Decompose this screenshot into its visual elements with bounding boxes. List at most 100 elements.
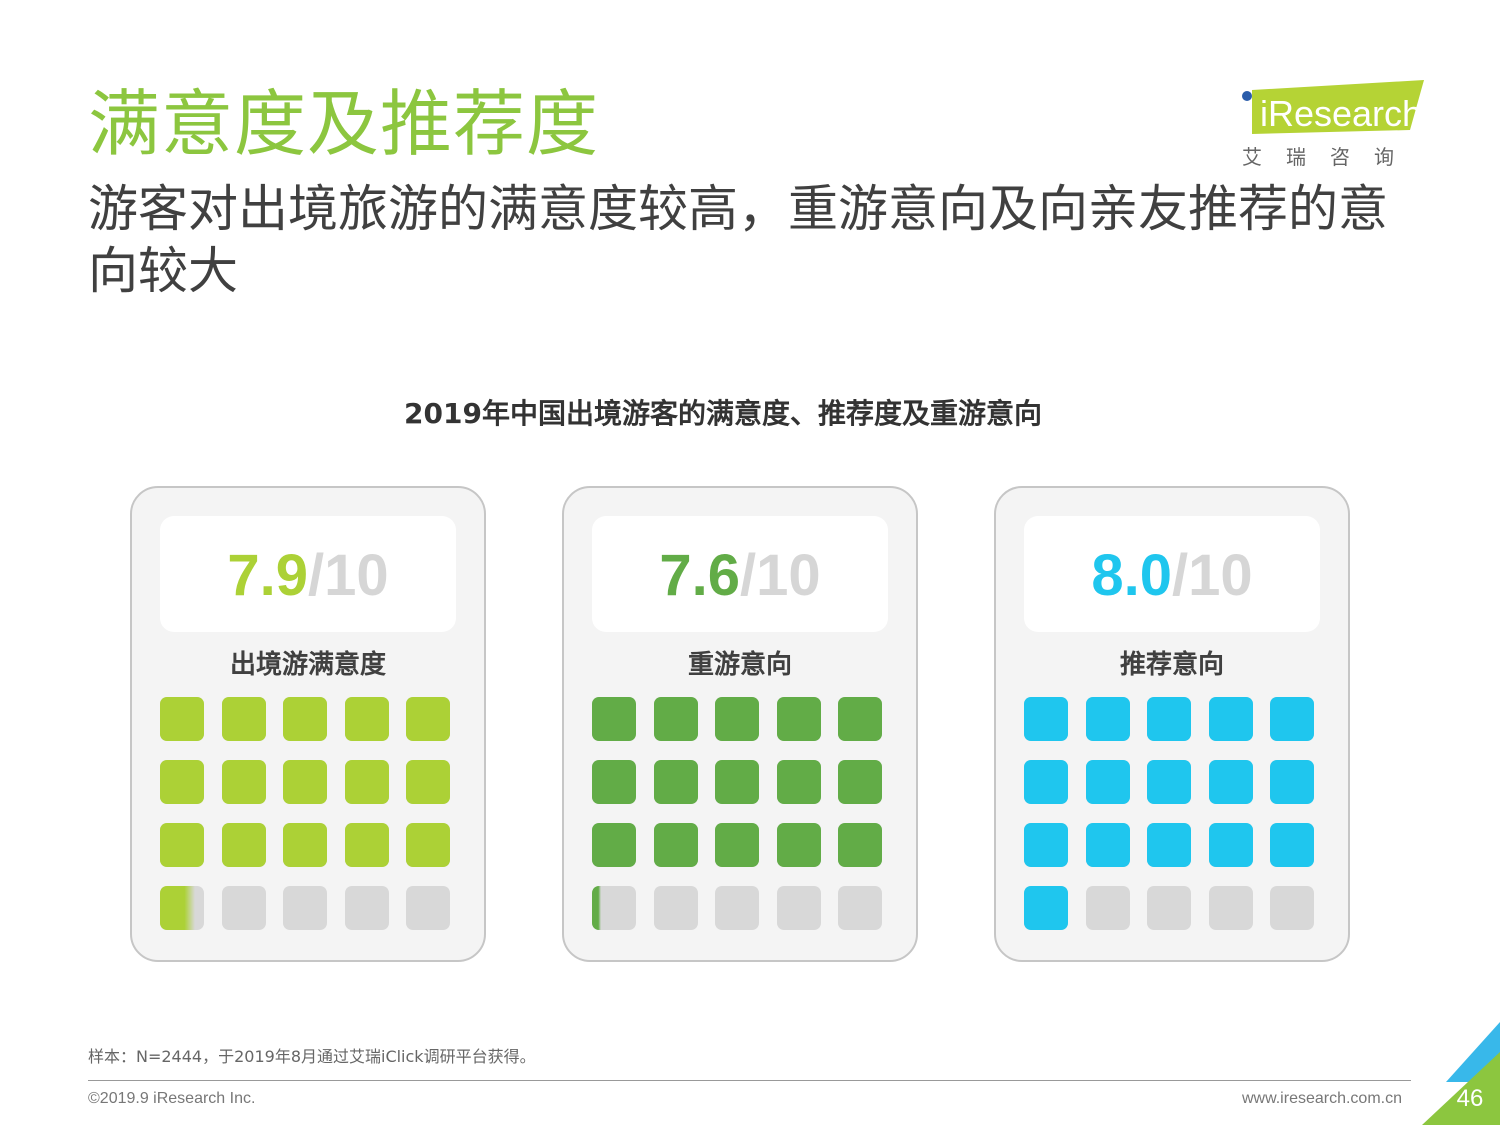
copyright: ©2019.9 iResearch Inc.: [88, 1090, 256, 1107]
waffle-cell: [1270, 823, 1314, 867]
waffle-cell-fill: [344, 760, 389, 804]
waffle-cell: [838, 697, 882, 741]
waffle-cell-fill: [592, 886, 601, 930]
waffle-cell: [1208, 823, 1253, 867]
footer-divider: [88, 1080, 1411, 1081]
waffle-cell-fill: [1270, 697, 1314, 741]
waffle-cell: [283, 823, 327, 867]
waffle-grid: [592, 697, 892, 937]
waffle-cell-fill: [715, 760, 759, 804]
waffle-cell-fill: [406, 697, 450, 741]
waffle-cell: [406, 886, 450, 930]
waffle-cell: [1085, 760, 1130, 804]
iresearch-logo: iResearch 艾瑞咨询: [1238, 78, 1428, 174]
waffle-cell: [776, 823, 821, 867]
chart-title: 2019年中国出境游客的满意度、推荐度及重游意向: [404, 397, 1042, 430]
waffle-cell-fill: [776, 697, 821, 741]
waffle-cell-fill: [221, 697, 266, 741]
waffle-cell-fill: [283, 760, 327, 804]
waffle-cell-fill: [1024, 760, 1068, 804]
waffle-cell: [592, 823, 636, 867]
waffle-cell: [1270, 760, 1314, 804]
waffle-cell: [1147, 697, 1191, 741]
waffle-cell-fill: [1147, 697, 1191, 741]
waffle-cell: [653, 760, 698, 804]
waffle-cell: [592, 697, 636, 741]
waffle-cell-fill: [653, 823, 698, 867]
waffle-cell: [838, 886, 882, 930]
waffle-cell: [838, 760, 882, 804]
waffle-cell: [715, 886, 759, 930]
score-max: /10: [308, 543, 389, 608]
waffle-cell-fill: [1147, 823, 1191, 867]
waffle-cell-fill: [838, 823, 882, 867]
waffle-cell: [715, 823, 759, 867]
waffle-cell: [1024, 697, 1068, 741]
waffle-cell-fill: [592, 823, 636, 867]
waffle-cell: [776, 886, 821, 930]
waffle-cell-fill: [1147, 760, 1191, 804]
waffle-cell-fill: [653, 697, 698, 741]
waffle-cell: [160, 697, 204, 741]
waffle-cell-fill: [1270, 760, 1314, 804]
waffle-cell-fill: [838, 697, 882, 741]
waffle-cell: [1085, 886, 1130, 930]
logo-badge-shape: [1242, 80, 1424, 134]
corner-decoration: [1422, 1022, 1500, 1125]
waffle-cell: [1085, 697, 1130, 741]
waffle-cell: [1208, 886, 1253, 930]
waffle-cell: [653, 697, 698, 741]
waffle-cell-fill: [1208, 823, 1253, 867]
waffle-cell-fill: [1024, 697, 1068, 741]
waffle-grid: [160, 697, 460, 937]
waffle-cell-fill: [776, 823, 821, 867]
waffle-cell: [221, 823, 266, 867]
score-value: 8.0: [1091, 543, 1172, 608]
waffle-cell: [160, 823, 204, 867]
waffle-cell-fill: [344, 697, 389, 741]
waffle-cell-fill: [344, 823, 389, 867]
waffle-grid: [1024, 697, 1324, 937]
waffle-cell: [1024, 823, 1068, 867]
waffle-cell-fill: [1270, 823, 1314, 867]
waffle-cell: [221, 886, 266, 930]
waffle-cell: [283, 886, 327, 930]
score-readout: 7.9/10: [227, 544, 388, 608]
waffle-cell-fill: [838, 760, 882, 804]
waffle-cell-fill: [776, 760, 821, 804]
score-value: 7.6: [659, 543, 740, 608]
waffle-cell-fill: [283, 823, 327, 867]
score-max: /10: [1172, 543, 1253, 608]
waffle-cell: [406, 823, 450, 867]
website-link[interactable]: www.iresearch.com.cn: [1241, 1090, 1402, 1107]
logo-wordmark: iResearch: [1260, 93, 1423, 134]
waffle-cell: [1208, 760, 1253, 804]
page-title: 满意度及推荐度: [88, 82, 600, 166]
waffle-cell: [160, 760, 204, 804]
waffle-cell-fill: [160, 760, 204, 804]
waffle-cell-fill: [1024, 823, 1068, 867]
panel-revisit: 7.6/10 重游意向: [562, 486, 918, 962]
metric-label: 推荐意向: [1119, 650, 1224, 680]
waffle-cell: [715, 697, 759, 741]
waffle-cell-fill: [653, 760, 698, 804]
sample-footnote: 样本：N=2444，于2019年8月通过艾瑞iClick调研平台获得。: [88, 1047, 536, 1066]
waffle-cell: [1147, 823, 1191, 867]
waffle-cell: [406, 697, 450, 741]
waffle-cell: [160, 886, 204, 930]
waffle-cell: [1147, 760, 1191, 804]
waffle-cell-fill: [715, 697, 759, 741]
score-box: 7.9/10: [160, 516, 456, 632]
waffle-cell-fill: [406, 760, 450, 804]
waffle-cell-fill: [160, 823, 204, 867]
page-subtitle: 游客对出境旅游的满意度较高，重游意向及向亲友推荐的意向较大: [88, 180, 1388, 300]
waffle-cell: [592, 886, 636, 930]
waffle-cell-fill: [283, 697, 327, 741]
waffle-cell-fill: [1208, 697, 1253, 741]
waffle-cell: [1085, 823, 1130, 867]
waffle-cell-fill: [406, 823, 450, 867]
waffle-cell: [838, 823, 882, 867]
waffle-cell: [1024, 760, 1068, 804]
score-box: 8.0/10: [1024, 516, 1320, 632]
waffle-cell: [1024, 886, 1068, 930]
